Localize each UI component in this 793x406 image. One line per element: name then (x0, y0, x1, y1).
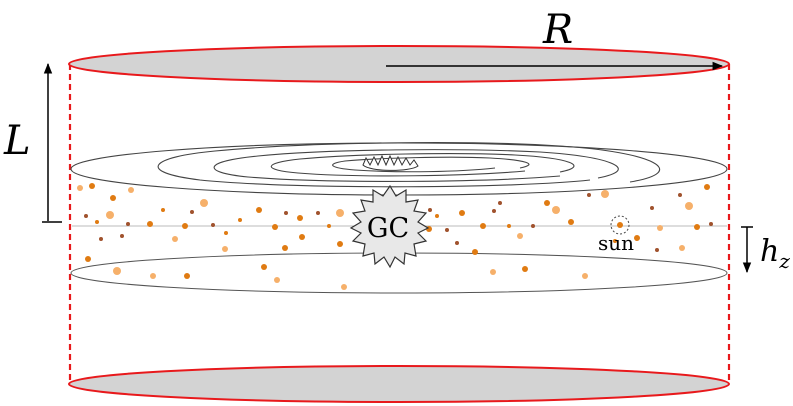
radius-label: R (542, 7, 573, 53)
sun-marker: sun (598, 215, 634, 255)
sun-label: sun (598, 231, 634, 255)
dust-particles (77, 183, 713, 290)
scale-height-label-subscript: z (778, 249, 790, 273)
galactic-center-icon: GC (349, 184, 430, 269)
dotted-circle-icon (610, 215, 630, 235)
scale-height-label: hz (760, 234, 790, 273)
cylinder-top-cap (68, 45, 730, 83)
half-height-label: L (3, 118, 31, 164)
sun-dot (617, 222, 623, 228)
galactic-center-back-icon (362, 154, 419, 171)
scale-height-label-base: h (760, 234, 779, 269)
galactic-center-label: GC (367, 213, 409, 244)
cylinder-bottom-cap (68, 365, 730, 403)
